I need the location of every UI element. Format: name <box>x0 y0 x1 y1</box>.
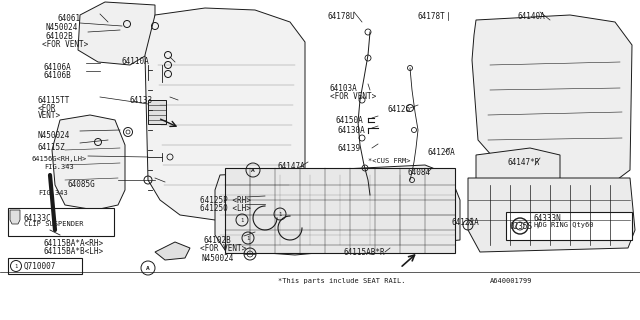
Polygon shape <box>155 242 190 260</box>
Text: 64084: 64084 <box>408 168 431 177</box>
Text: 641250 <LH>: 641250 <LH> <box>200 204 251 213</box>
Text: FIG.343: FIG.343 <box>38 190 68 196</box>
Text: 64102B: 64102B <box>46 32 74 41</box>
Text: <FOR VENT>: <FOR VENT> <box>330 92 376 101</box>
Polygon shape <box>52 115 125 210</box>
Text: A: A <box>146 266 150 270</box>
Polygon shape <box>10 210 20 224</box>
FancyBboxPatch shape <box>225 168 455 253</box>
Text: 64140A: 64140A <box>518 12 546 21</box>
Bar <box>506 212 632 240</box>
Text: 64106A: 64106A <box>44 63 72 72</box>
Text: 64115Z: 64115Z <box>38 143 66 152</box>
Text: 64061: 64061 <box>57 14 80 23</box>
FancyBboxPatch shape <box>148 100 166 124</box>
Polygon shape <box>215 165 460 255</box>
Text: 64178U: 64178U <box>328 12 356 21</box>
Text: 64120A: 64120A <box>428 148 456 157</box>
Text: N450024: N450024 <box>46 23 78 32</box>
Text: VENT>: VENT> <box>38 111 61 120</box>
Text: 64133C: 64133C <box>24 214 52 223</box>
Text: 64130A: 64130A <box>338 126 365 135</box>
Polygon shape <box>472 15 632 188</box>
Text: HOG RING Qty60: HOG RING Qty60 <box>534 222 593 228</box>
Text: 64110A: 64110A <box>122 57 150 66</box>
Text: 64122A: 64122A <box>451 218 479 227</box>
Text: 64103A: 64103A <box>330 84 358 93</box>
Text: 1: 1 <box>14 263 18 268</box>
Polygon shape <box>145 8 305 220</box>
Text: 64139: 64139 <box>338 144 361 153</box>
Text: <FOR: <FOR <box>38 104 56 113</box>
Text: 64115BA*A<RH>: 64115BA*A<RH> <box>44 239 104 248</box>
Text: 64125P <RH>: 64125P <RH> <box>200 196 251 205</box>
Text: 1: 1 <box>278 212 282 217</box>
Text: N450024: N450024 <box>38 131 70 140</box>
Text: <FOR VENT>: <FOR VENT> <box>42 40 88 49</box>
Polygon shape <box>468 178 635 252</box>
Text: 64106B: 64106B <box>44 71 72 80</box>
Text: *This parts include SEAT RAIL.: *This parts include SEAT RAIL. <box>278 278 406 284</box>
Text: 64133: 64133 <box>130 96 153 105</box>
Text: 64085G: 64085G <box>68 180 96 189</box>
Text: CLIP SUSPENDER: CLIP SUSPENDER <box>24 221 83 227</box>
Text: 64115TT: 64115TT <box>38 96 70 105</box>
Text: 64115AB*R: 64115AB*R <box>344 248 386 257</box>
Text: 64147A: 64147A <box>277 162 305 171</box>
Text: 64178T: 64178T <box>418 12 445 21</box>
Text: 64150A: 64150A <box>336 116 364 125</box>
Text: 1: 1 <box>241 218 244 222</box>
Bar <box>8 208 114 236</box>
Text: 64333N: 64333N <box>534 214 562 223</box>
Text: 64126: 64126 <box>388 105 411 114</box>
Text: <FOR VENT>: <FOR VENT> <box>200 244 246 253</box>
Text: 64156G<RH,LH>: 64156G<RH,LH> <box>32 156 87 162</box>
Text: 64147*R: 64147*R <box>508 158 540 167</box>
Text: N450024: N450024 <box>202 254 234 263</box>
Polygon shape <box>476 148 560 195</box>
Text: A: A <box>251 167 255 172</box>
Text: 1: 1 <box>246 236 250 241</box>
Bar <box>8 258 82 274</box>
Text: FIG.343: FIG.343 <box>44 164 74 170</box>
Text: A640001799: A640001799 <box>490 278 532 284</box>
Text: 64115BA*B<LH>: 64115BA*B<LH> <box>44 247 104 256</box>
Text: 64102B: 64102B <box>203 236 231 245</box>
Text: Q710007: Q710007 <box>24 262 56 271</box>
Text: *<CUS FRM>: *<CUS FRM> <box>368 158 410 164</box>
Polygon shape <box>78 2 155 65</box>
Text: 0235S: 0235S <box>510 222 533 231</box>
